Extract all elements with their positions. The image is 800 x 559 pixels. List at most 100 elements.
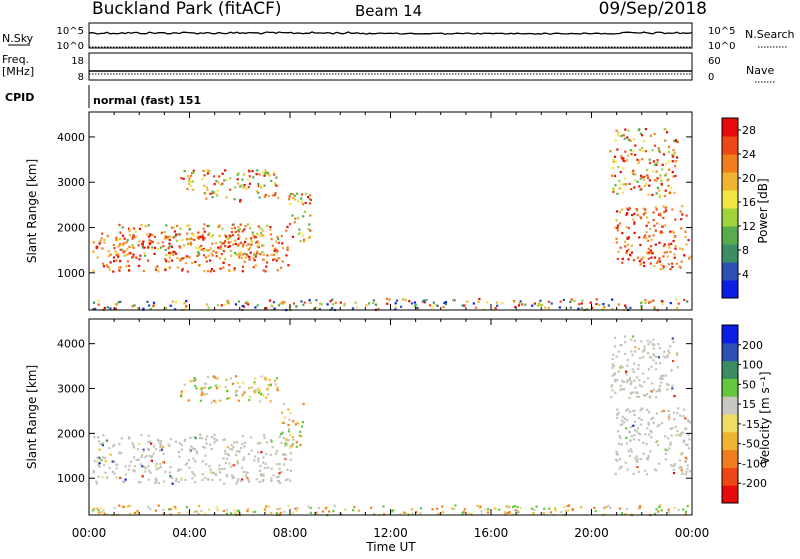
range-cell bbox=[225, 473, 228, 477]
range-cell bbox=[254, 306, 257, 309]
range-cell bbox=[675, 298, 678, 301]
range-cell bbox=[269, 228, 272, 231]
range-cell bbox=[622, 134, 625, 137]
range-cell bbox=[109, 253, 112, 256]
range-cell bbox=[648, 179, 651, 182]
range-cell bbox=[256, 190, 259, 193]
range-cell bbox=[416, 306, 419, 310]
range-cell bbox=[198, 264, 201, 267]
range-cell bbox=[202, 254, 206, 257]
range-cell bbox=[659, 214, 662, 217]
range-cell bbox=[136, 511, 139, 514]
range-cell bbox=[624, 128, 627, 131]
range-cell bbox=[681, 248, 684, 251]
range-cell bbox=[108, 447, 111, 450]
range-cell bbox=[643, 394, 646, 397]
range-cell bbox=[680, 260, 683, 263]
range-cell bbox=[593, 506, 596, 509]
range-cell bbox=[250, 239, 253, 242]
range-cell bbox=[652, 338, 655, 341]
range-cell bbox=[245, 471, 248, 474]
range-cell bbox=[613, 373, 616, 376]
range-cell bbox=[277, 241, 280, 244]
range-cell bbox=[156, 265, 159, 268]
range-cell bbox=[607, 304, 610, 307]
range-cell bbox=[288, 446, 292, 449]
colorbar-tick-label: 8 bbox=[742, 244, 749, 257]
range-cell bbox=[275, 176, 278, 179]
colorbar-swatch bbox=[722, 378, 738, 397]
range-cell bbox=[112, 445, 115, 448]
range-cell bbox=[655, 192, 658, 195]
range-cell bbox=[616, 430, 620, 433]
range-cell bbox=[670, 369, 673, 372]
range-cell bbox=[192, 379, 195, 382]
range-cell bbox=[285, 438, 288, 441]
range-cell bbox=[168, 256, 171, 259]
nsky-bottom-tick: 10^0 bbox=[57, 41, 84, 52]
range-cell bbox=[258, 480, 261, 483]
range-cell bbox=[668, 511, 671, 514]
range-cell bbox=[143, 465, 146, 469]
range-cell bbox=[261, 480, 264, 483]
range-cell bbox=[294, 507, 297, 510]
range-cell bbox=[649, 450, 652, 453]
range-cell bbox=[645, 251, 649, 254]
range-cell bbox=[256, 245, 259, 248]
range-cell bbox=[209, 270, 212, 273]
range-cell bbox=[659, 174, 662, 177]
range-cell bbox=[291, 235, 295, 238]
range-cell bbox=[220, 467, 223, 471]
range-cell bbox=[318, 308, 321, 311]
freq-strip-frame bbox=[88, 52, 693, 81]
range-cell bbox=[165, 254, 168, 257]
range-cell bbox=[249, 227, 252, 230]
range-cell bbox=[256, 232, 259, 235]
range-cell bbox=[235, 482, 238, 485]
range-cell bbox=[119, 300, 122, 303]
range-cell bbox=[431, 306, 434, 309]
range-cell bbox=[663, 243, 666, 246]
velocity-data bbox=[92, 335, 692, 517]
range-cell bbox=[633, 222, 636, 226]
range-cell bbox=[153, 445, 156, 448]
range-cell bbox=[289, 433, 292, 437]
range-cell bbox=[668, 414, 671, 417]
range-cell bbox=[226, 446, 229, 449]
range-cell bbox=[620, 443, 623, 446]
range-cell bbox=[272, 301, 275, 304]
range-cell bbox=[248, 258, 251, 261]
range-cell bbox=[225, 512, 229, 515]
range-cell bbox=[259, 253, 262, 256]
range-cell bbox=[250, 436, 253, 439]
range-cell bbox=[139, 481, 142, 484]
range-cell bbox=[627, 408, 630, 411]
colorbar-swatch bbox=[722, 396, 738, 415]
range-cell bbox=[264, 462, 267, 466]
range-cell bbox=[667, 184, 670, 187]
range-cell bbox=[648, 411, 651, 414]
range-cell bbox=[230, 444, 233, 447]
range-cell bbox=[661, 377, 664, 381]
range-cell bbox=[169, 252, 172, 255]
range-cell bbox=[630, 244, 633, 247]
range-cell bbox=[648, 433, 651, 436]
range-cell bbox=[204, 512, 207, 515]
range-cell bbox=[614, 184, 617, 187]
range-cell bbox=[680, 466, 683, 469]
range-cell bbox=[181, 238, 184, 241]
range-cell bbox=[239, 446, 243, 449]
range-cell bbox=[666, 449, 669, 452]
range-cell bbox=[128, 504, 131, 508]
range-cell bbox=[665, 251, 668, 254]
range-cell bbox=[672, 175, 675, 178]
range-cell bbox=[642, 140, 646, 143]
range-cell bbox=[237, 233, 240, 237]
range-cell bbox=[663, 350, 666, 353]
range-cell bbox=[571, 508, 574, 511]
colorbar-tick-label: -15 bbox=[742, 418, 760, 431]
range-cell bbox=[304, 192, 308, 195]
range-cell bbox=[207, 224, 210, 227]
range-cell bbox=[274, 257, 277, 260]
